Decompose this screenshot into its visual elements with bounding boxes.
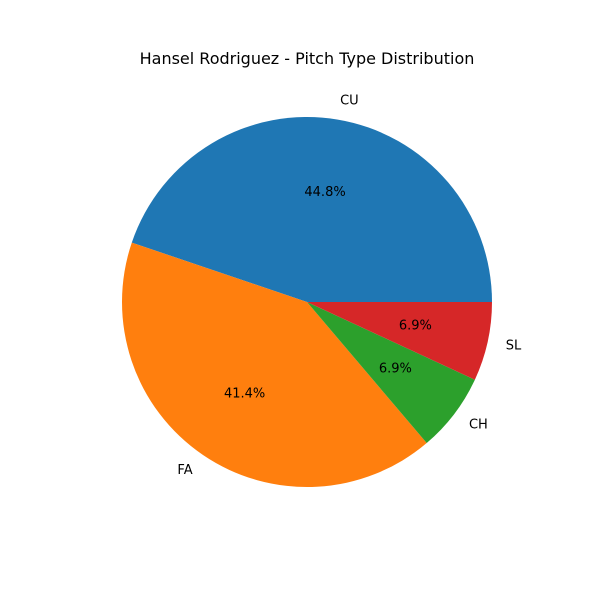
pie-slice-fa [122,242,427,487]
slice-percent-sl: 6.9% [399,318,432,333]
slice-label-cu: CU [340,94,359,109]
pie-slices [122,116,493,487]
chart-title: Hansel Rodriguez - Pitch Type Distributi… [140,49,475,68]
pie-labels: CU 44.8% FA 41.4% CH 6.9% SL 6.9% [177,94,522,478]
pie-slice-cu [131,116,493,302]
slice-percent-cu: 44.8% [304,185,345,200]
slice-percent-fa: 41.4% [224,386,265,401]
pie-slice-sl [307,302,492,380]
slice-label-fa: FA [177,463,192,478]
slice-label-sl: SL [506,338,522,353]
slice-percent-ch: 6.9% [379,362,412,377]
slice-label-ch: CH [469,418,488,433]
pie-slice-ch [307,302,475,444]
